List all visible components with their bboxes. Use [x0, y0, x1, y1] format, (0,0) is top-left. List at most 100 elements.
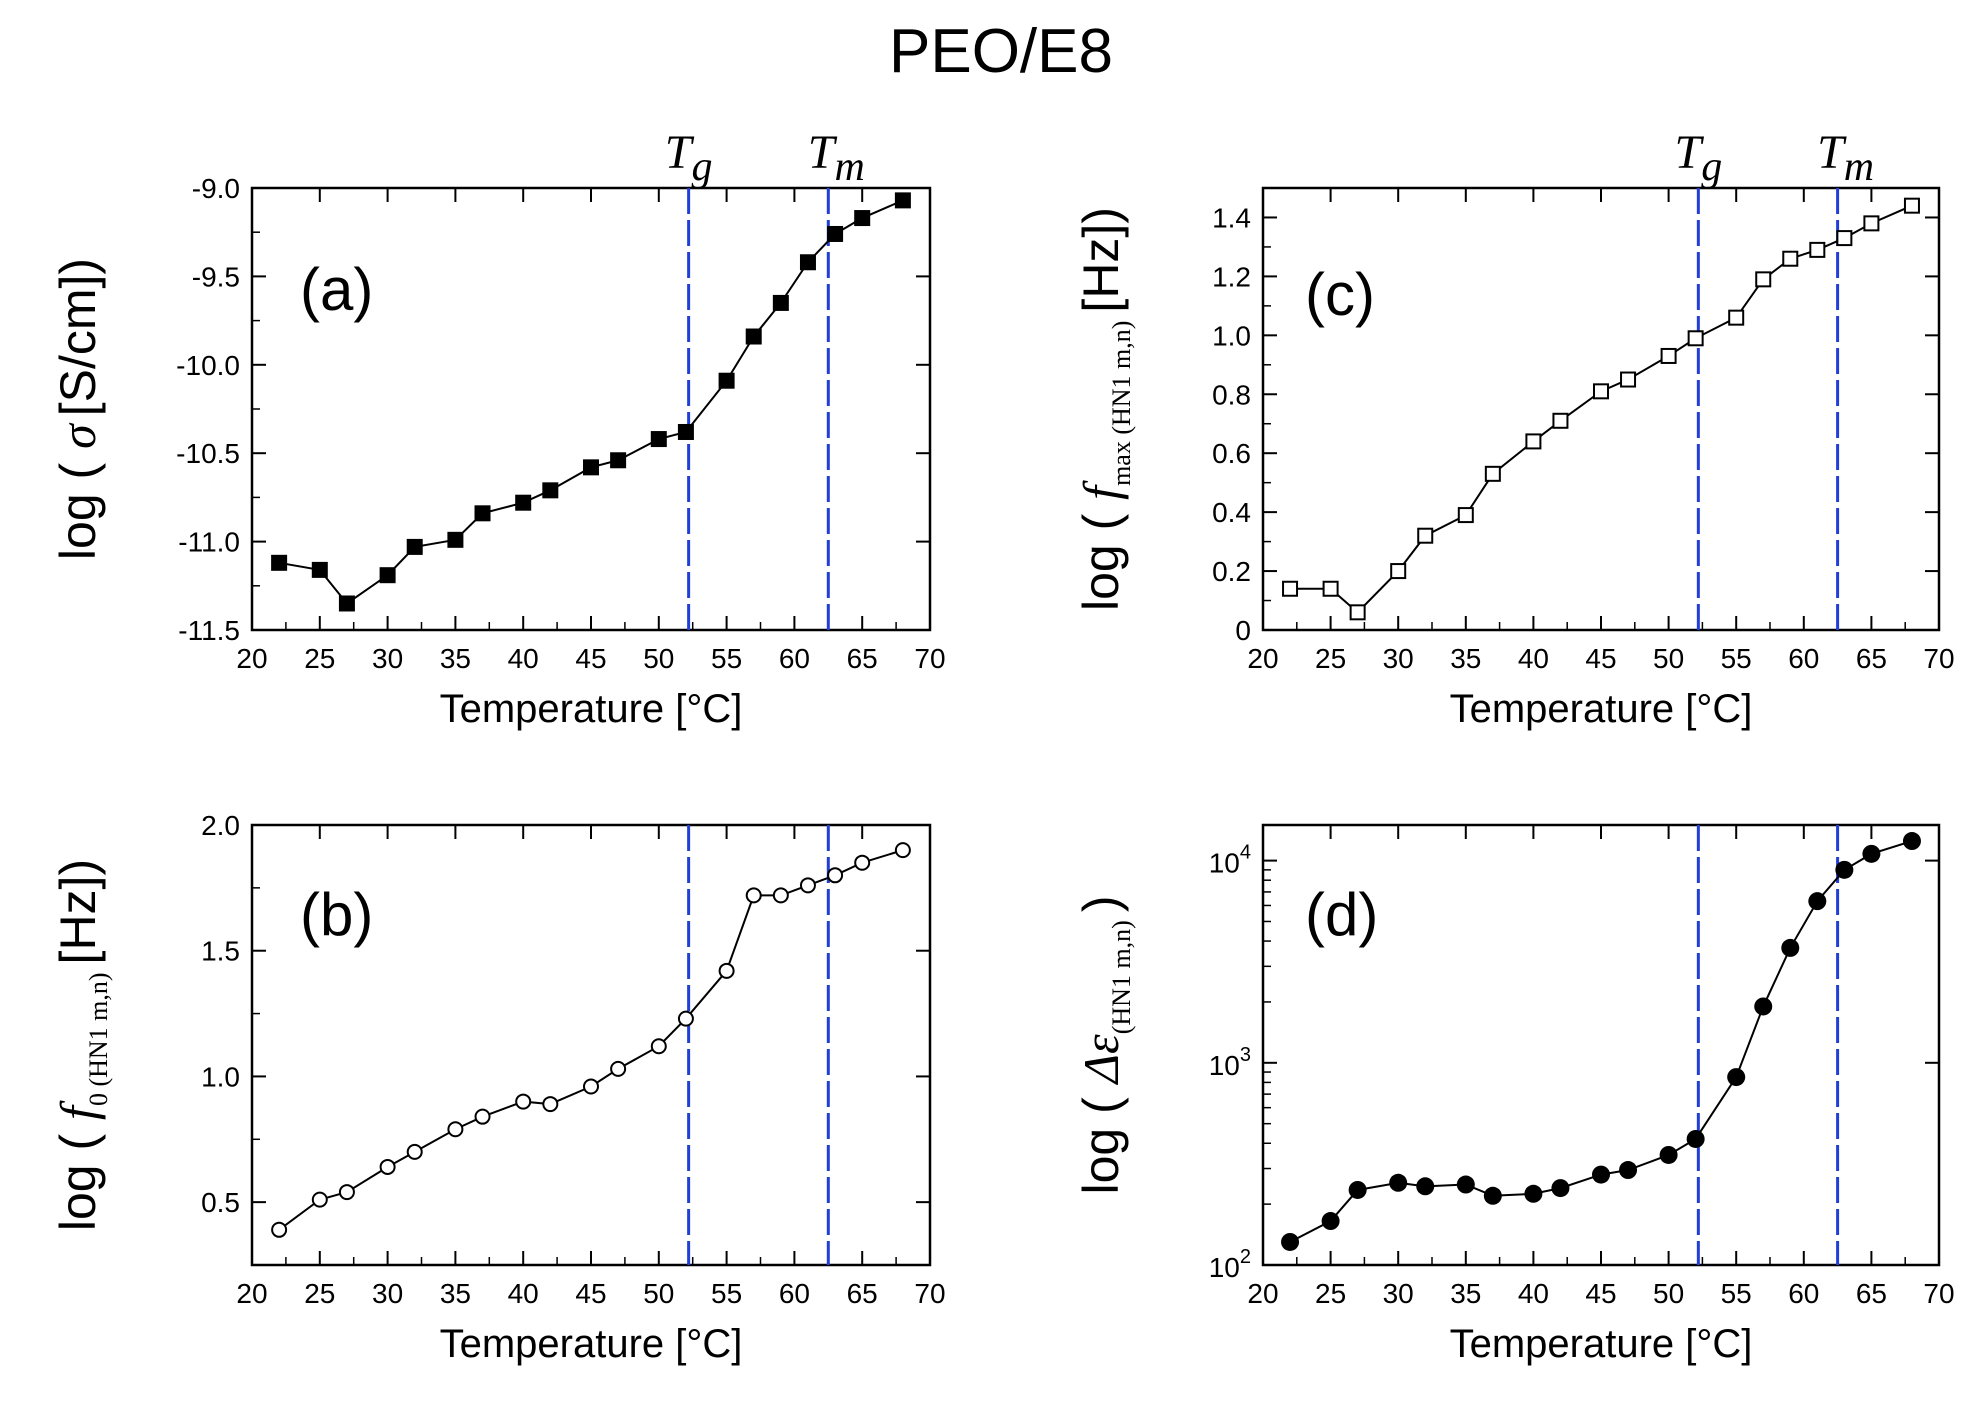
data-point-d: [1551, 1179, 1570, 1198]
x-tick-label-c: 25: [1315, 643, 1346, 674]
data-point-c: [1282, 580, 1299, 597]
data-point-b: [827, 867, 844, 884]
x-axis-label-d: Temperature [°C]: [1450, 1322, 1753, 1366]
data-point-d: [1727, 1068, 1746, 1087]
x-tick-label-c: 45: [1585, 643, 1616, 674]
y-tick-base-d: 10: [1209, 848, 1240, 879]
data-point-b: [799, 877, 816, 894]
x-tick-label-d: 45: [1585, 1278, 1616, 1309]
data-point-a: [745, 328, 762, 345]
tm-marker-c: Tm: [1817, 126, 1874, 190]
y-axis-label-main: log (: [1073, 1083, 1129, 1194]
y-tick-label-b: 1.5: [201, 936, 240, 967]
y-tick-label-a: -9.5: [192, 261, 240, 292]
x-tick-label-c: 40: [1518, 643, 1549, 674]
data-point-c: [1484, 465, 1501, 482]
x-tick-label-c: 50: [1653, 643, 1684, 674]
x-tick-label-d: 35: [1450, 1278, 1481, 1309]
panel-c: 20 25 30 35 40 45 50 55 60 65 70 0 0.2 0.4 0.6 0.8 1.0 1.…: [1073, 126, 1955, 731]
x-tick-label-b: 20: [236, 1278, 267, 1309]
y-tick-label-a: -10.5: [176, 438, 240, 469]
x-tick-label-d: 60: [1788, 1278, 1819, 1309]
y-tick-label-c: 0.6: [1212, 438, 1251, 469]
x-tick-label-b: 40: [508, 1278, 539, 1309]
data-point-b: [447, 1121, 464, 1138]
data-point-c: [1390, 563, 1407, 580]
x-tick-label-a: 25: [304, 643, 335, 674]
data-point-c: [1863, 215, 1880, 232]
data-point-d: [1321, 1212, 1340, 1231]
tm-marker-sub: m: [834, 144, 864, 190]
tg-marker-base: T: [665, 126, 695, 179]
data-point-a: [474, 505, 491, 522]
x-tick-label-d: 20: [1247, 1278, 1278, 1309]
x-tick-label-a: 65: [847, 643, 878, 674]
data-point-d: [1348, 1180, 1367, 1199]
x-tick-label-b: 55: [711, 1278, 742, 1309]
data-point-c: [1349, 604, 1366, 621]
y-tick-label-c: 1.2: [1212, 261, 1251, 292]
y-tick-label-c: 1.0: [1212, 320, 1251, 351]
data-point-a: [827, 225, 844, 242]
y-tick-base-d: 10: [1209, 1252, 1240, 1283]
y-axis-label-symbol: σ: [50, 422, 106, 449]
x-tick-label-a: 55: [711, 643, 742, 674]
y-tick-label-b: 2.0: [201, 810, 240, 841]
y-tick-label-b: 0.5: [201, 1187, 240, 1218]
x-tick-label-a: 20: [236, 643, 267, 674]
x-tick-label-d: 50: [1653, 1278, 1684, 1309]
x-tick-label-c: 70: [1923, 643, 1954, 674]
x-tick-label-c: 35: [1450, 643, 1481, 674]
data-point-a: [650, 431, 667, 448]
data-point-d: [1483, 1186, 1502, 1205]
x-tick-label-c: 65: [1856, 643, 1887, 674]
y-tick-label-c: 1.4: [1212, 202, 1251, 233]
y-axis-label-subscript: 0 (HN1 m,n): [84, 972, 113, 1106]
series-line-c: [1290, 204, 1913, 614]
y-tick-label-d: 103: [1209, 1044, 1251, 1081]
data-point-c: [1782, 250, 1799, 267]
x-tick-label-d: 25: [1315, 1278, 1346, 1309]
data-point-c: [1593, 383, 1609, 400]
data-point-c: [1809, 241, 1826, 258]
data-point-d: [1281, 1232, 1300, 1251]
data-point-b: [854, 854, 871, 871]
data-point-d: [1416, 1177, 1435, 1196]
data-point-b: [677, 1010, 694, 1027]
x-tick-label-a: 50: [643, 643, 674, 674]
data-point-a: [583, 459, 599, 476]
x-tick-label-a: 35: [440, 643, 471, 674]
data-point-d: [1619, 1161, 1638, 1180]
panel-b: 20 25 30 35 40 45 50 55 60 65 70 0.5 1.0 1.5 2.0 Temper…: [50, 810, 946, 1366]
x-tick-label-b: 50: [643, 1278, 674, 1309]
data-point-a: [718, 372, 735, 389]
x-tick-label-b: 65: [847, 1278, 878, 1309]
x-axis-label-a: Temperature [°C]: [440, 687, 743, 731]
data-point-b: [515, 1093, 532, 1110]
y-tick-exponent-d: 2: [1240, 1246, 1251, 1268]
x-tick-label-c: 30: [1383, 643, 1414, 674]
x-tick-label-a: 60: [779, 643, 810, 674]
x-tick-label-d: 40: [1518, 1278, 1549, 1309]
panel-label-c: (c): [1305, 261, 1375, 328]
data-point-b: [542, 1096, 559, 1113]
tg-marker-sub: g: [1701, 144, 1722, 190]
y-axis-label-unit: [S/cm]): [50, 258, 106, 416]
x-tick-label-c: 20: [1247, 643, 1278, 674]
data-point-a: [677, 423, 694, 440]
data-point-d: [1592, 1165, 1610, 1184]
x-tick-label-d: 30: [1383, 1278, 1414, 1309]
data-point-b: [772, 887, 789, 904]
data-point-c: [1322, 580, 1339, 597]
x-tick-label-b: 45: [575, 1278, 606, 1309]
data-point-b: [406, 1143, 423, 1160]
data-point-d: [1862, 844, 1881, 863]
data-point-b: [894, 842, 911, 859]
x-tick-label-d: 55: [1721, 1278, 1752, 1309]
data-point-a: [447, 531, 464, 548]
data-point-b: [271, 1221, 288, 1238]
x-tick-label-a: 30: [372, 643, 403, 674]
y-tick-label-c: 0.2: [1212, 556, 1251, 587]
tm-marker-base: T: [808, 126, 838, 179]
tm-marker-sub: m: [1844, 144, 1874, 190]
